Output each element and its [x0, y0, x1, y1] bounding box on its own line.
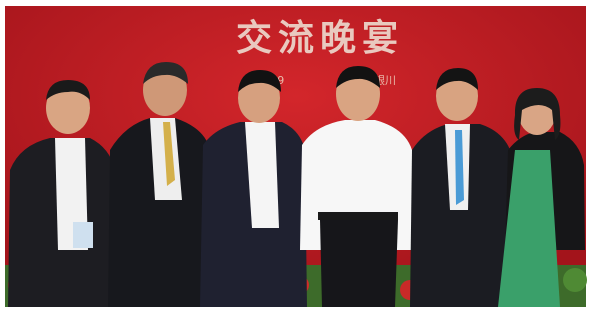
page: 交流晚宴 7.29 银川 [0, 0, 591, 313]
photo: 交流晚宴 7.29 银川 [0, 0, 591, 313]
banner-title: 交流晚宴 [236, 17, 404, 59]
